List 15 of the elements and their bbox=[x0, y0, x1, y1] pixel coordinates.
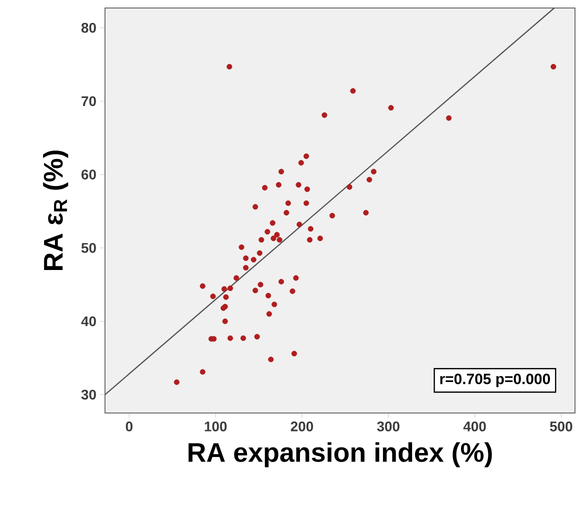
x-tick-label: 400 bbox=[463, 421, 486, 432]
y-tick-label: 80 bbox=[81, 22, 96, 33]
y-tick-label: 30 bbox=[81, 390, 96, 400]
annotation: r=0.705 p=0.000 bbox=[440, 374, 550, 388]
x-tick-label: 500 bbox=[550, 421, 572, 432]
x-tick-label: 100 bbox=[204, 421, 227, 432]
y-tick-label: 60 bbox=[82, 170, 96, 180]
y-tick-label: 50 bbox=[81, 242, 96, 253]
x-axis-title: RA expansion index (%) bbox=[188, 442, 492, 468]
x-tick-label: 300 bbox=[377, 421, 400, 432]
x-tick-label: 200 bbox=[290, 421, 314, 432]
x-tick-label: 0 bbox=[126, 421, 132, 432]
y-tick-label: 40 bbox=[81, 316, 96, 326]
y-tick-label: 70 bbox=[82, 96, 96, 106]
y-axis-title: RA ε$_{R}$ (%) bbox=[43, 150, 68, 270]
